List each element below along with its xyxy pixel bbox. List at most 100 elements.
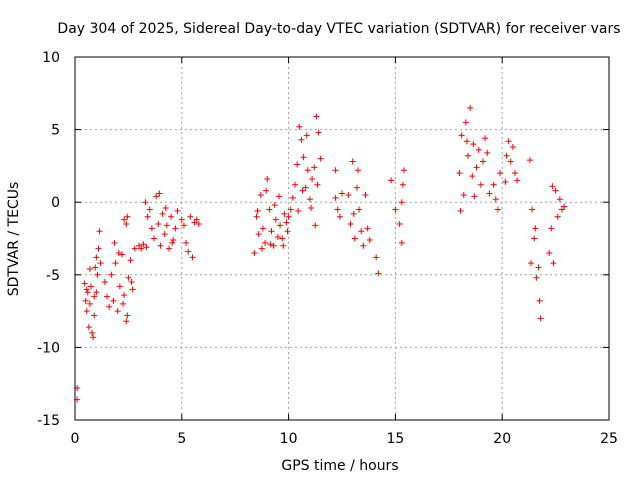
data-point — [129, 286, 136, 293]
data-point — [124, 312, 131, 319]
data-point — [512, 170, 519, 177]
x-axis-label: GPS time / hours — [281, 458, 398, 474]
data-point — [292, 181, 299, 188]
data-point — [339, 190, 345, 197]
data-point — [502, 178, 509, 185]
data-point — [349, 158, 356, 165]
data-point — [258, 245, 265, 252]
data-point — [467, 104, 474, 111]
data-point — [165, 245, 172, 252]
tick-labels: 0 5 10 15 20 25 -15 -10 -5 0 5 10 — [37, 50, 618, 447]
data-point — [142, 199, 149, 206]
y-tick-label: -5 — [46, 268, 60, 284]
data-point — [168, 213, 175, 220]
data-point — [514, 177, 521, 184]
data-point — [157, 242, 164, 249]
data-point — [470, 141, 477, 148]
data-point — [528, 260, 535, 267]
data-point — [279, 235, 286, 242]
data-point — [82, 297, 89, 304]
data-point — [548, 225, 555, 232]
y-tick-label: 0 — [51, 195, 60, 211]
data-point — [96, 228, 103, 235]
data-point — [123, 220, 130, 227]
data-point — [475, 146, 482, 153]
data-point — [162, 205, 169, 212]
data-point — [336, 213, 343, 220]
data-point — [131, 245, 138, 252]
data-point — [151, 235, 158, 242]
data-point — [396, 220, 403, 227]
data-point — [90, 334, 97, 341]
data-point — [93, 254, 100, 261]
data-point — [91, 293, 98, 300]
data-point — [287, 206, 294, 213]
data-point — [254, 207, 261, 214]
data-point — [313, 113, 320, 120]
data-point — [296, 123, 303, 130]
data-point — [123, 318, 130, 325]
data-point — [366, 236, 373, 243]
plot-frame — [74, 56, 610, 421]
data-point — [303, 132, 310, 139]
data-point — [350, 210, 357, 217]
data-point — [277, 222, 284, 229]
data-point — [334, 206, 341, 213]
data-point — [302, 184, 309, 191]
data-point — [549, 183, 556, 190]
data-point — [353, 184, 360, 191]
data-point — [465, 152, 472, 159]
data-point — [486, 190, 493, 197]
data-point — [484, 149, 491, 156]
data-point — [255, 231, 262, 238]
data-point — [94, 271, 101, 278]
data-point — [148, 225, 155, 232]
data-point — [275, 193, 282, 200]
data-point — [550, 260, 557, 267]
data-point — [552, 187, 559, 194]
data-point — [128, 279, 135, 286]
data-point — [271, 202, 278, 209]
data-point — [114, 308, 121, 315]
data-point — [311, 164, 318, 171]
data-point — [345, 191, 352, 198]
x-tick-label: 15 — [386, 431, 404, 447]
data-point — [471, 193, 478, 200]
data-point — [398, 239, 405, 246]
data-point — [253, 213, 260, 220]
data-point — [262, 239, 269, 246]
data-point — [308, 205, 315, 212]
data-point — [284, 228, 291, 235]
data-point — [259, 225, 266, 232]
data-point — [118, 251, 125, 258]
data-point — [161, 231, 168, 238]
data-point — [125, 274, 132, 281]
data-point — [88, 283, 95, 290]
data-point — [535, 264, 542, 271]
data-point — [356, 206, 363, 213]
data-point — [266, 206, 273, 213]
data-point — [95, 245, 102, 252]
data-point — [85, 324, 92, 331]
data-point — [505, 138, 512, 145]
data-point — [178, 216, 185, 223]
data-point — [144, 213, 151, 220]
data-point — [462, 119, 469, 126]
data-point — [300, 154, 307, 161]
data-point — [108, 271, 115, 278]
data-point — [536, 297, 543, 304]
data-point — [83, 308, 90, 315]
data-point — [492, 196, 499, 203]
data-point — [101, 279, 108, 286]
data-point — [121, 216, 128, 223]
data-point — [494, 206, 501, 213]
data-point — [537, 315, 544, 322]
data-point — [312, 222, 319, 229]
data-point — [143, 244, 150, 251]
data-point — [460, 191, 467, 198]
y-axis-label: SDTVAR / TECUs — [6, 182, 22, 297]
data-point — [526, 157, 533, 164]
data-point — [332, 167, 339, 174]
data-point — [163, 222, 170, 229]
